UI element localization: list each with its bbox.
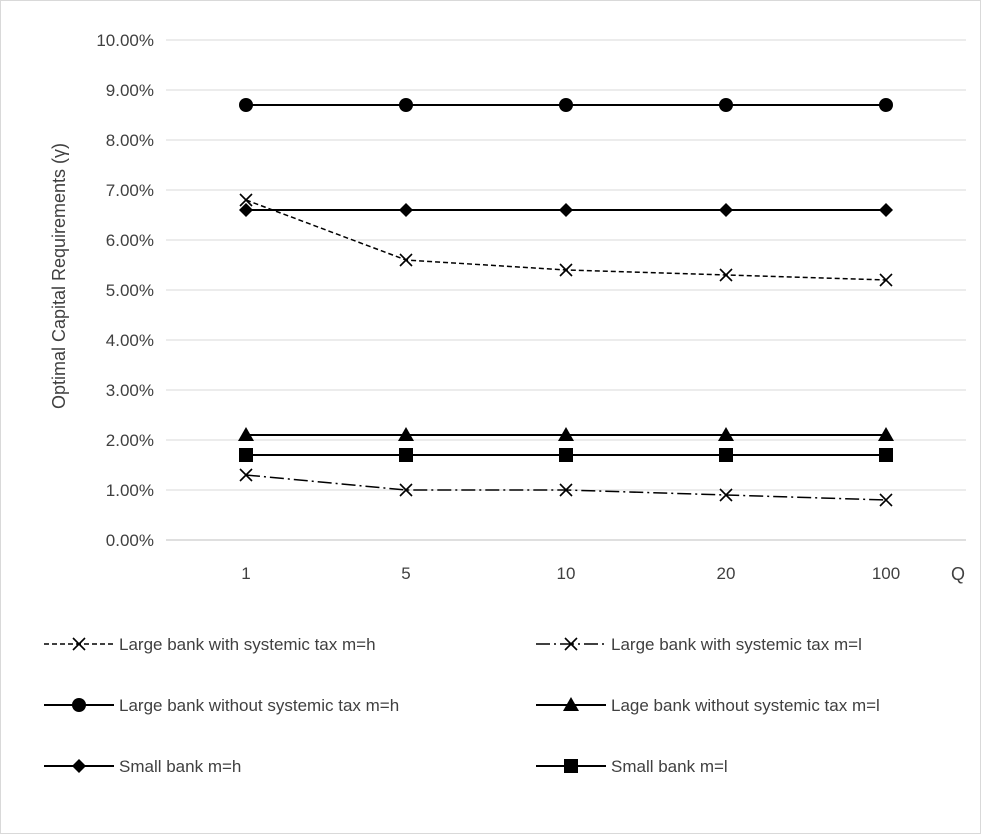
data-point <box>399 98 413 112</box>
legend-label: Small bank m=l <box>611 757 728 776</box>
legend-marker <box>73 638 85 650</box>
y-tick-label: 10.00% <box>96 31 154 50</box>
legend-marker <box>564 759 578 773</box>
legend-item: Large bank with systemic tax m=l <box>536 635 862 654</box>
x-tick-label: 5 <box>401 564 410 583</box>
legend-label: Large bank without systemic tax m=h <box>119 696 399 715</box>
data-point <box>559 203 573 217</box>
legend-label: Lage bank without systemic tax m=l <box>611 696 880 715</box>
legend-marker <box>72 698 86 712</box>
data-point <box>559 98 573 112</box>
legend-marker <box>72 759 86 773</box>
y-tick-label: 9.00% <box>106 81 154 100</box>
x-axis-title: Q <box>951 564 965 584</box>
series-6 <box>239 448 893 462</box>
series-line <box>246 475 886 500</box>
legend-label: Small bank m=h <box>119 757 241 776</box>
legend-label: Large bank with systemic tax m=l <box>611 635 862 654</box>
y-tick-label: 3.00% <box>106 381 154 400</box>
series-4 <box>238 427 894 441</box>
legend-label: Large bank with systemic tax m=h <box>119 635 376 654</box>
data-point <box>719 203 733 217</box>
series-2 <box>240 469 892 506</box>
y-tick-label: 7.00% <box>106 181 154 200</box>
x-tick-label: 20 <box>717 564 736 583</box>
data-point <box>399 203 413 217</box>
x-tick-label: 100 <box>872 564 900 583</box>
series-3 <box>239 98 893 112</box>
x-tick-label: 1 <box>241 564 250 583</box>
data-point <box>239 98 253 112</box>
data-point <box>399 448 413 462</box>
x-tick-label: 10 <box>557 564 576 583</box>
data-point <box>719 98 733 112</box>
data-point <box>879 203 893 217</box>
data-point <box>400 254 412 266</box>
data-point <box>720 269 732 281</box>
data-point <box>559 448 573 462</box>
data-point <box>719 448 733 462</box>
data-point <box>560 264 572 276</box>
y-tick-label: 2.00% <box>106 431 154 450</box>
legend-item: Large bank with systemic tax m=h <box>44 635 376 654</box>
legend-item: Small bank m=h <box>44 757 241 776</box>
data-point <box>239 448 253 462</box>
legend-item: Large bank without systemic tax m=h <box>44 696 399 715</box>
data-point <box>879 98 893 112</box>
y-tick-label: 1.00% <box>106 481 154 500</box>
series-5 <box>239 203 893 217</box>
legend-item: Small bank m=l <box>536 757 728 776</box>
y-tick-label: 6.00% <box>106 231 154 250</box>
y-tick-label: 8.00% <box>106 131 154 150</box>
y-tick-label: 4.00% <box>106 331 154 350</box>
data-point <box>880 274 892 286</box>
data-point <box>879 448 893 462</box>
legend-item: Lage bank without systemic tax m=l <box>536 696 880 715</box>
y-tick-label: 5.00% <box>106 281 154 300</box>
y-axis-title: Optimal Capital Requirements (γ) <box>49 143 69 409</box>
y-tick-label: 0.00% <box>106 531 154 550</box>
